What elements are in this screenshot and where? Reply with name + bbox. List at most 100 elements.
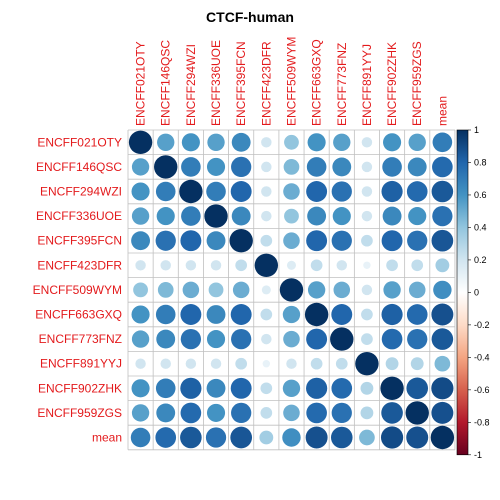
correlation-circle (235, 357, 248, 370)
correlation-circle (261, 333, 272, 345)
correlation-circle (434, 355, 451, 372)
correlation-circle (185, 358, 197, 369)
correlation-circle (361, 137, 373, 148)
correlation-circle (333, 281, 351, 299)
correlation-circle (282, 379, 301, 397)
correlation-circle (232, 281, 250, 299)
correlation-circle (310, 357, 323, 370)
column-label: ENCFF021OTY (134, 41, 148, 126)
correlation-circle (380, 426, 404, 449)
correlation-circle (131, 231, 151, 251)
correlation-circle (207, 133, 225, 151)
correlation-circle (306, 181, 328, 202)
correlation-circle (432, 205, 453, 227)
correlation-circle (361, 234, 373, 247)
correlation-circle (333, 133, 351, 151)
legend-tick-label: -0.2 (474, 320, 490, 330)
correlation-circle (181, 157, 201, 177)
correlation-circle (363, 261, 371, 269)
correlation-circle (260, 407, 273, 419)
correlation-circle (383, 281, 401, 299)
correlation-circle (406, 377, 429, 400)
correlation-circle (231, 156, 252, 178)
correlation-circle (361, 161, 373, 173)
correlation-circle (282, 305, 301, 324)
correlation-circle (155, 427, 177, 448)
row-label: ENCFF959ZGS (37, 406, 122, 420)
correlation-circle (331, 402, 352, 424)
correlation-circle (431, 303, 454, 326)
correlation-circle (382, 206, 402, 226)
row-label: ENCFF509WYM (33, 283, 122, 297)
correlation-circle (261, 210, 272, 222)
correlation-circle (230, 181, 252, 202)
correlation-circle (432, 156, 453, 178)
correlation-circle (431, 401, 454, 424)
correlation-circle (156, 403, 176, 423)
correlation-circle (206, 403, 226, 422)
correlation-circle (286, 358, 297, 369)
correlation-circle (160, 358, 171, 369)
correlation-circle (332, 207, 351, 226)
column-label: ENCFF773FNZ (335, 43, 349, 126)
column-labels: ENCFF021OTY ENCFF146QSC ENCFF294WZI ENCFF33… (134, 37, 450, 126)
correlation-circle (180, 230, 202, 252)
correlation-circle (204, 204, 228, 228)
correlation-circle (405, 401, 429, 425)
correlation-circle (133, 282, 148, 298)
legend-tick-label: -0.6 (474, 385, 490, 395)
correlation-circle (229, 229, 253, 253)
correlation-circle (206, 157, 226, 176)
row-label: ENCFF423DFR (37, 258, 122, 272)
correlation-circle (154, 155, 178, 179)
correlation-circle (130, 427, 151, 448)
correlation-circle (210, 260, 222, 271)
correlation-circle (206, 305, 226, 324)
column-label: ENCFF509WYM (284, 37, 298, 126)
correlation-circle (157, 133, 175, 151)
correlation-circle (206, 378, 226, 398)
legend-tick-label: -0.8 (474, 417, 490, 427)
correlation-circle (180, 304, 202, 325)
correlation-circle (385, 357, 399, 371)
correlation-circle (231, 132, 251, 152)
correlation-circle (307, 133, 326, 152)
correlation-circle (361, 308, 373, 321)
legend-tick-label: -1 (474, 450, 482, 460)
correlation-circle (156, 207, 175, 226)
correlation-circle (381, 230, 403, 252)
correlation-circle (135, 358, 146, 369)
correlation-circle (279, 278, 304, 302)
correlation-circle (262, 360, 271, 368)
column-label: ENCFF294WZI (184, 44, 198, 126)
correlation-circle (331, 304, 353, 325)
column-label: ENCFF336UOE (209, 40, 223, 126)
correlation-circle (231, 328, 252, 350)
column-label: ENCFF146QSC (159, 40, 173, 126)
row-label: ENCFF021OTY (37, 135, 122, 149)
correlation-circle (380, 376, 404, 400)
grid (127, 129, 456, 451)
row-label: ENCFF395FCN (37, 234, 122, 248)
correlation-circle (431, 180, 454, 203)
correlation-circle (284, 208, 299, 224)
row-label: ENCFF146QSC (36, 160, 122, 174)
correlation-circle (408, 133, 426, 151)
correlation-circle (361, 210, 373, 222)
correlation-circle (180, 426, 202, 449)
row-label: ENCFF773FNZ (39, 332, 122, 346)
correlation-circle (261, 285, 271, 295)
correlation-circle (435, 258, 450, 273)
row-label: ENCFF294WZI (40, 185, 122, 199)
correlation-circle (431, 229, 454, 252)
correlation-circle (235, 259, 248, 272)
row-labels: ENCFF021OTY ENCFF146QSC ENCFF294WZI ENCFF33… (33, 135, 123, 444)
correlation-circle (331, 181, 352, 202)
correlation-circle (282, 428, 301, 447)
row-label: ENCFF663GXQ (35, 308, 122, 322)
correlation-circle (306, 230, 328, 252)
row-label: mean (92, 431, 122, 445)
correlation-circle (355, 352, 379, 376)
correlation-circle (361, 186, 373, 197)
correlation-circle (407, 157, 427, 177)
